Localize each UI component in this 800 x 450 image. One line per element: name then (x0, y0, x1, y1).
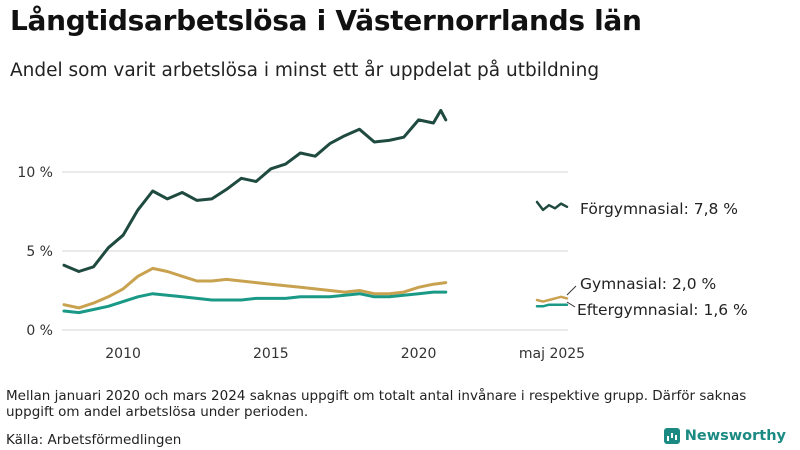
y-tick-label: 5 % (26, 244, 53, 260)
x-tick-label: 2020 (401, 346, 437, 362)
x-tick-label: maj 2025 (519, 346, 585, 362)
series-end-label: Förgymnasial: 7,8 % (580, 200, 738, 218)
y-tick-label: 10 % (17, 165, 53, 181)
brand-logo: Newsworthy (663, 428, 786, 444)
x-tick-label: 2010 (105, 346, 141, 362)
series-line-recent (535, 200, 569, 212)
series-line-recent (535, 295, 569, 303)
chart-subtitle: Andel som varit arbetslösa i minst ett å… (10, 60, 600, 81)
bar-chart-icon (663, 428, 680, 444)
source-text: Källa: Arbetsförmedlingen (6, 432, 182, 448)
series-line-recent (535, 303, 569, 308)
chart-title: Långtidsarbetslösa i Västernorrlands län (10, 4, 642, 37)
line-chart: 0 % 5 % 10 % 2010 2015 2020 maj 2025 Förgymnasi… (17, 108, 748, 362)
series-end-label: Gymnasial: 2,0 % (580, 275, 716, 293)
series-end-label: Eftergymnasial: 1,6 % (577, 301, 748, 319)
series-line (62, 266, 448, 310)
x-tick-label: 2015 (253, 346, 289, 362)
label-leader-line (566, 301, 576, 308)
label-leader-line (566, 285, 577, 296)
y-tick-label: 0 % (26, 323, 53, 339)
series-line (62, 108, 448, 273)
brand-name: Newsworthy (684, 428, 786, 444)
series-line (62, 290, 448, 315)
footnote: Mellan januari 2020 och mars 2024 saknas… (6, 388, 747, 420)
